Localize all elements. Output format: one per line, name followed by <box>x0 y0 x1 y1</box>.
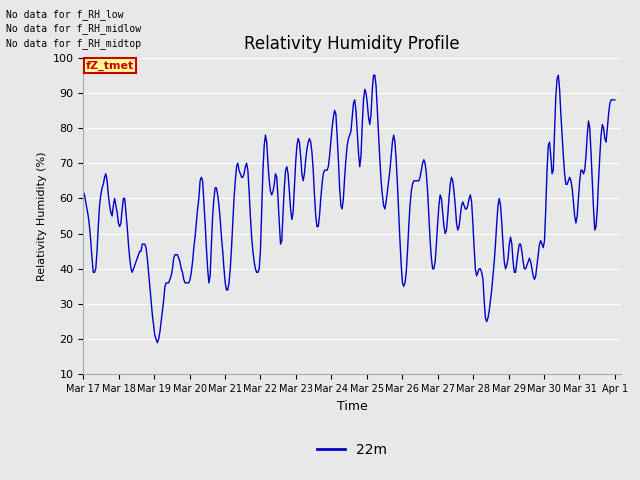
Y-axis label: Relativity Humidity (%): Relativity Humidity (%) <box>37 151 47 281</box>
Text: No data for f_RH_midtop: No data for f_RH_midtop <box>6 37 141 48</box>
Text: No data for f_RH_midlow: No data for f_RH_midlow <box>6 23 141 34</box>
Legend: 22m: 22m <box>312 437 392 463</box>
Title: Relativity Humidity Profile: Relativity Humidity Profile <box>244 35 460 53</box>
Text: No data for f_RH_low: No data for f_RH_low <box>6 9 124 20</box>
X-axis label: Time: Time <box>337 400 367 413</box>
Text: fZ_tmet: fZ_tmet <box>86 60 134 71</box>
